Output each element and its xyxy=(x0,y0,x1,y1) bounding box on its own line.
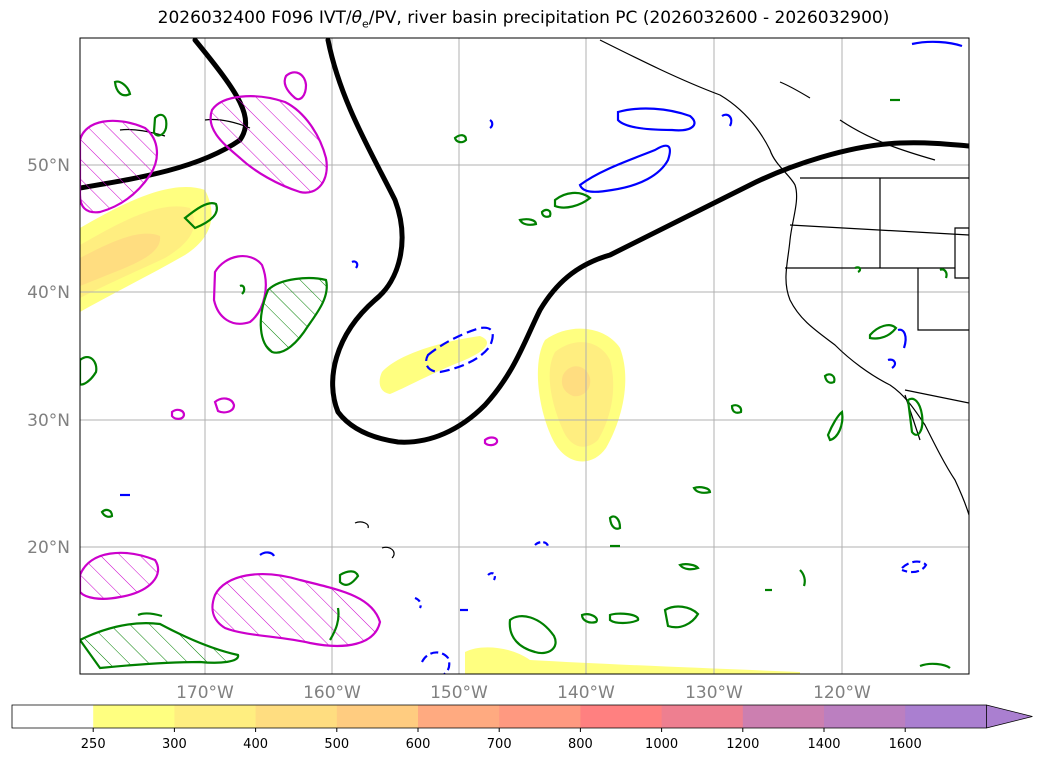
colorbar-segment xyxy=(93,705,175,728)
longitude-labels: 170°W 160°W 150°W 140°W 130°W 120°W xyxy=(176,683,871,703)
colorbar-tick-label: 300 xyxy=(162,737,187,752)
colorbar-tick-label: 800 xyxy=(568,737,593,752)
colorbar-segment xyxy=(742,705,825,728)
lon-label: 120°W xyxy=(813,683,871,703)
colorbar-segment xyxy=(661,705,744,728)
colorbar-segment xyxy=(824,705,906,728)
graticule xyxy=(80,38,969,674)
colorbar-segment xyxy=(336,705,419,728)
theta-e-cold-contours xyxy=(120,40,963,674)
theta-e-warm-contours xyxy=(80,71,499,647)
lat-label: 50°N xyxy=(27,156,70,176)
lat-label: 20°N xyxy=(27,538,70,558)
colorbar-segment xyxy=(499,705,581,728)
colorbar-segment xyxy=(174,705,257,728)
lat-label: 30°N xyxy=(27,411,70,431)
lon-label: 170°W xyxy=(176,683,234,703)
colorbar-tick-label: 700 xyxy=(487,737,512,752)
latitude-labels: 50°N 40°N 30°N 20°N xyxy=(27,156,70,558)
ivt-shading xyxy=(80,187,800,674)
colorbar-segment xyxy=(12,705,94,728)
lat-label: 40°N xyxy=(27,283,70,303)
colorbar-tick-label: 1600 xyxy=(889,737,922,752)
colorbar-tick-label: 400 xyxy=(243,737,268,752)
colorbar-tick-label: 1200 xyxy=(726,737,759,752)
lon-label: 160°W xyxy=(303,683,361,703)
colorbar-segment xyxy=(905,705,987,728)
colorbar: 250 300 400 500 600 700 800 1000 1200 1400 1600 xyxy=(11,704,1033,752)
lon-label: 140°W xyxy=(557,683,615,703)
lon-label: 150°W xyxy=(430,683,488,703)
colorbar-segment xyxy=(580,705,663,728)
map-frame xyxy=(79,37,970,675)
colorbar-segment xyxy=(418,705,500,728)
precip-contours xyxy=(80,80,951,670)
map-background xyxy=(80,38,969,674)
lon-label: 130°W xyxy=(685,683,743,703)
colorbar-tick-label: 1000 xyxy=(645,737,678,752)
colorbar-tick-label: 600 xyxy=(406,737,431,752)
colorbar-tick-label: 500 xyxy=(324,737,349,752)
colorbar-tick-label: 250 xyxy=(81,737,106,752)
colorbar-segment xyxy=(255,705,338,728)
colorbar-tick-label: 1400 xyxy=(807,737,840,752)
map-title: 2026032400 F096 IVT/θe/PV, river basin p… xyxy=(157,8,890,31)
colorbar-extend-arrow xyxy=(986,704,1033,729)
